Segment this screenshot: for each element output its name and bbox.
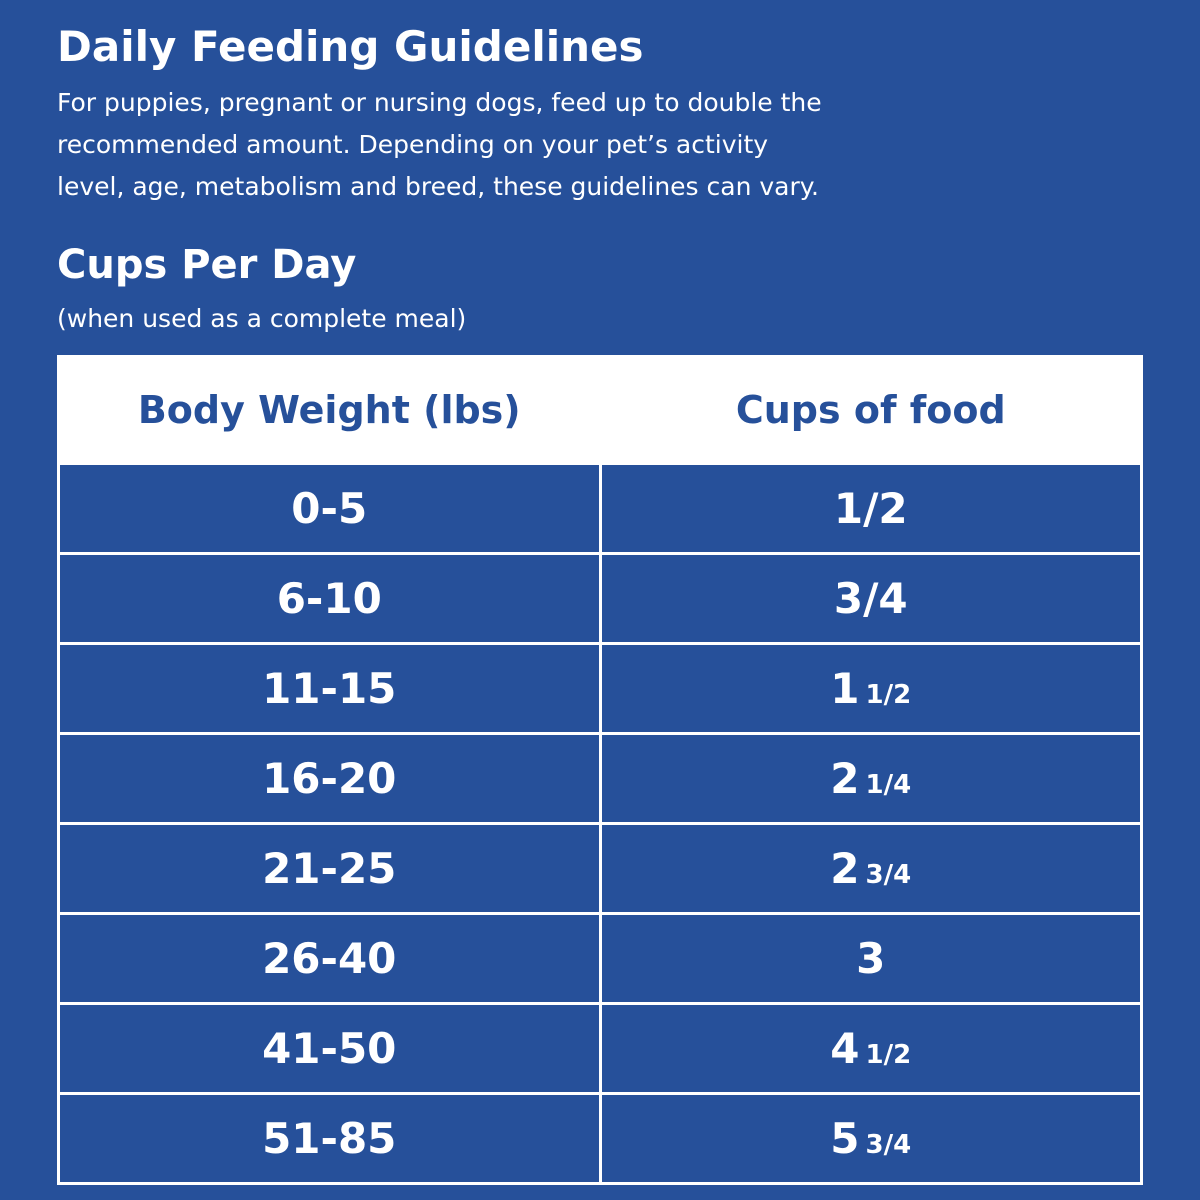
header-row: Body Weight (lbs) Cups of food xyxy=(57,355,1143,465)
weight-cell: 0-5 xyxy=(57,462,602,555)
cups-fraction: 3/4 xyxy=(865,1130,912,1160)
column-header: Body Weight (lbs) xyxy=(57,355,602,465)
table-row: 16-20 2 1/4 xyxy=(57,732,1143,825)
section-note: (when used as a complete meal) xyxy=(57,304,467,333)
table-body: 0-5 1/2 6-10 3/4 11-15 1 1/2 16-20 2 1/4 21-25 2 3/4… xyxy=(57,462,1143,1185)
weight-cell: 11-15 xyxy=(57,642,602,735)
description-line: recommended amount. Depending on your pe… xyxy=(57,130,769,159)
weight-cell: 21-25 xyxy=(57,822,602,915)
cups-whole: 2 xyxy=(830,754,860,803)
weight-cell: 41-50 xyxy=(57,1002,602,1095)
weight-cell: 51-85 xyxy=(57,1092,602,1185)
table-row: 26-40 3 xyxy=(57,912,1143,1005)
cups-whole: 2 xyxy=(830,844,860,893)
cups-whole: 5 xyxy=(830,1114,860,1163)
weight-cell: 6-10 xyxy=(57,552,602,645)
weight-cell: 26-40 xyxy=(57,912,602,1005)
section-title: Cups Per Day xyxy=(57,242,357,288)
cups-cell: 3/4 xyxy=(598,552,1143,645)
cups-fraction: 1/2 xyxy=(865,1040,912,1070)
table-row: 6-10 3/4 xyxy=(57,552,1143,645)
cups-whole: 1 xyxy=(830,664,860,713)
cups-cell: 2 3/4 xyxy=(598,822,1143,915)
cups-fraction: 1/4 xyxy=(865,770,912,800)
feeding-table: Body Weight (lbs) Cups of food 0-5 1/2 6-1… xyxy=(57,355,1143,1185)
cups-fraction: 1/2 xyxy=(865,680,912,710)
table-row: 41-50 4 1/2 xyxy=(57,1002,1143,1095)
cups-cell: 2 1/4 xyxy=(598,732,1143,825)
cups-whole: 4 xyxy=(830,1024,860,1073)
table-row: 0-5 1/2 xyxy=(57,462,1143,555)
description: For puppies, pregnant or nursing dogs, f… xyxy=(57,82,822,208)
cups-cell: 4 1/2 xyxy=(598,1002,1143,1095)
cups-cell: 1 1/2 xyxy=(598,642,1143,735)
description-line: For puppies, pregnant or nursing dogs, f… xyxy=(57,88,822,117)
cups-fraction: 3/4 xyxy=(865,860,912,890)
cups-cell: 5 3/4 xyxy=(598,1092,1143,1185)
description-line: level, age, metabolism and breed, these … xyxy=(57,172,819,201)
column-header: Cups of food xyxy=(598,355,1143,465)
table-row: 51-85 5 3/4 xyxy=(57,1092,1143,1185)
weight-cell: 16-20 xyxy=(57,732,602,825)
cups-whole: 3/4 xyxy=(833,574,908,623)
table-row: 11-15 1 1/2 xyxy=(57,642,1143,735)
cups-cell: 1/2 xyxy=(598,462,1143,555)
cups-whole: 3 xyxy=(856,934,886,983)
cups-cell: 3 xyxy=(598,912,1143,1005)
table-row: 21-25 2 3/4 xyxy=(57,822,1143,915)
cups-whole: 1/2 xyxy=(833,484,908,533)
title: Daily Feeding Guidelines xyxy=(57,22,644,71)
